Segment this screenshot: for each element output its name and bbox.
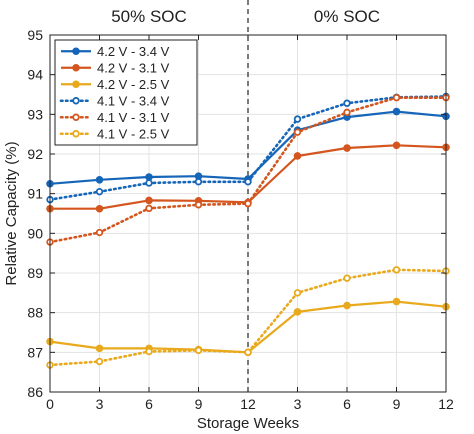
legend-label: 4.2 V - 3.1 V: [97, 60, 170, 75]
legend-marker: [72, 47, 80, 56]
legend-entry: 4.1 V - 3.1 V: [59, 110, 170, 125]
legend-label: 4.1 V - 3.4 V: [97, 93, 170, 108]
y-tick-label: 95: [27, 27, 43, 43]
data-point: [343, 108, 351, 117]
y-tick-label: 88: [27, 305, 43, 321]
legend-marker: [72, 80, 80, 89]
x-tick-label: 12: [438, 396, 454, 412]
legend-entry: 4.2 V - 3.4 V: [61, 44, 170, 59]
x-tick-label: 3: [96, 396, 104, 412]
x-tick-label: 3: [294, 396, 302, 412]
data-point: [194, 178, 203, 186]
y-tick-label: 90: [27, 225, 43, 241]
x-axis-label: Storage Weeks: [197, 415, 299, 432]
legend-marker: [72, 63, 80, 72]
legend-box: [54, 39, 198, 146]
legend-entry: 4.2 V - 2.5 V: [61, 77, 170, 92]
data-point: [95, 357, 104, 366]
series-4-1-v-2-5-v: [46, 266, 450, 369]
data-point: [244, 199, 252, 208]
legend-entry: 4.1 V - 2.5 V: [59, 126, 170, 141]
data-point: [392, 266, 401, 274]
legend-label: 4.2 V - 3.4 V: [97, 44, 170, 59]
y-tick-label: 92: [27, 146, 43, 162]
data-point: [343, 274, 351, 282]
axis-ticks: 0 3 6 9 12 3 6 9 12 86 87 88 89 90 91 92 93 94 95: [27, 27, 454, 412]
x-tick-label: 6: [145, 396, 153, 412]
x-tick-label: 9: [393, 396, 401, 412]
y-tick-label: 93: [27, 106, 43, 122]
y-axis-label: Relative Capacity (%): [3, 141, 20, 285]
region-label-50-soc: 50% SOC: [111, 7, 187, 26]
x-tick-label: 12: [240, 396, 256, 412]
data-point: [392, 93, 401, 102]
data-point: [145, 179, 153, 187]
region-label-0-soc: 0% SOC: [314, 7, 380, 26]
data-series: [46, 92, 450, 369]
data-point: [293, 128, 302, 136]
y-tick-label: 94: [27, 67, 43, 83]
legend-marker: [72, 113, 80, 121]
data-point: [343, 144, 351, 152]
data-point: [95, 187, 104, 196]
x-tick-label: 9: [195, 396, 203, 412]
data-point: [145, 347, 153, 356]
data-point: [343, 301, 351, 310]
data-point: [293, 115, 302, 123]
data-point: [95, 344, 104, 353]
legend-label: 4.1 V - 2.5 V: [97, 126, 170, 141]
x-tick-label: 6: [343, 396, 351, 412]
legend-entry: 4.1 V - 3.4 V: [59, 93, 170, 108]
y-tick-label: 89: [27, 265, 43, 281]
legend-marker: [72, 97, 80, 105]
data-point: [293, 308, 302, 316]
legend-label: 4.1 V - 3.1 V: [97, 110, 170, 125]
legend-marker: [72, 130, 80, 138]
data-point: [194, 201, 203, 209]
data-point: [244, 348, 252, 357]
data-point: [145, 204, 153, 213]
y-tick-label: 87: [27, 344, 43, 360]
data-point: [293, 289, 302, 297]
region-labels: 50% SOC 0% SOC: [111, 7, 380, 26]
x-tick-label: 0: [46, 396, 54, 412]
data-point: [392, 141, 401, 150]
data-point: [194, 346, 203, 355]
y-tick-label: 86: [27, 384, 43, 400]
legend-entry: 4.2 V - 3.1 V: [61, 60, 170, 75]
legend: 4.2 V - 3.4 V4.2 V - 3.1 V4.2 V - 2.5 V4…: [54, 39, 198, 146]
data-point: [244, 178, 252, 186]
data-point: [293, 152, 302, 160]
data-point: [392, 107, 401, 116]
y-tick-label: 91: [27, 186, 43, 202]
data-point: [95, 204, 104, 213]
data-point: [343, 99, 351, 107]
data-point: [95, 228, 104, 237]
data-point: [145, 196, 153, 205]
legend-label: 4.2 V - 2.5 V: [97, 77, 170, 92]
data-point: [392, 297, 401, 306]
data-point: [95, 175, 104, 184]
